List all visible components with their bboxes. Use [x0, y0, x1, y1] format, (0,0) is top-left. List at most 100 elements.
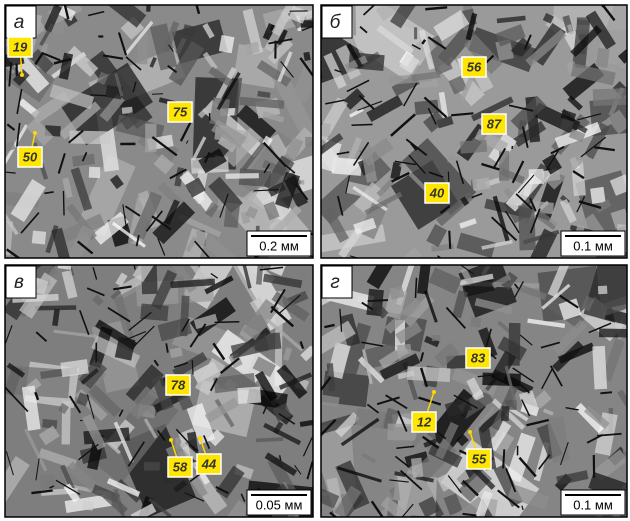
crack [167, 65, 178, 74]
panel-letter: б [330, 12, 342, 33]
crystal [344, 55, 368, 72]
crack [263, 163, 271, 174]
crystal [491, 274, 512, 289]
crack [278, 455, 282, 461]
crack [418, 396, 442, 406]
crack [521, 399, 531, 417]
crack [253, 189, 280, 192]
crack [294, 464, 302, 475]
crystal [256, 59, 292, 87]
crystal [262, 273, 303, 289]
crack [79, 419, 83, 422]
crystal [236, 104, 277, 142]
crack [459, 265, 474, 275]
crystal [117, 274, 146, 295]
crack [559, 294, 579, 309]
panel-letter: в [14, 272, 24, 293]
crack [306, 461, 313, 480]
crack [122, 331, 147, 342]
crystal [597, 285, 608, 295]
crack [153, 359, 159, 367]
crystal [545, 147, 589, 190]
crack [210, 272, 219, 279]
crystal [49, 84, 95, 110]
crystal [418, 29, 435, 70]
crystal [542, 153, 562, 175]
crystal [106, 478, 141, 498]
crystal [254, 370, 278, 402]
leader-dot [33, 131, 37, 135]
crack [540, 341, 561, 349]
crystal [321, 97, 348, 142]
crystal [162, 21, 180, 53]
crystal [113, 421, 134, 463]
crystal [267, 456, 297, 497]
crack [410, 142, 418, 151]
crack [145, 210, 163, 232]
crystal [507, 483, 550, 511]
crystal [436, 465, 470, 492]
crack [523, 34, 532, 50]
crystal [395, 265, 425, 306]
crack [324, 323, 335, 329]
crystal [255, 265, 264, 285]
crack [336, 151, 350, 155]
crack [339, 308, 343, 332]
crack [512, 367, 534, 383]
crystal [567, 95, 583, 111]
letter-box [5, 265, 37, 299]
crack [181, 318, 190, 332]
crack [81, 151, 88, 162]
crystal [414, 27, 418, 40]
crystal [321, 147, 343, 172]
crystal [211, 119, 247, 148]
panel-border [4, 4, 314, 259]
crack [541, 367, 554, 390]
crystal [140, 303, 169, 322]
crack [594, 146, 615, 152]
crack [538, 454, 551, 470]
crystal [267, 38, 294, 65]
crystal [546, 416, 570, 463]
crack [517, 174, 535, 194]
crystal [132, 191, 163, 240]
crack [76, 240, 94, 255]
crack [329, 511, 338, 517]
crystal [542, 12, 554, 24]
crack [86, 394, 95, 419]
crack [361, 341, 384, 347]
crystal [12, 68, 30, 86]
crystal [304, 136, 313, 148]
crystal [182, 445, 211, 485]
crystal [212, 67, 237, 108]
crystal [337, 466, 382, 483]
crystal [459, 139, 488, 154]
crack [427, 36, 447, 50]
label-box [167, 101, 193, 123]
crystal [172, 351, 208, 378]
crystal [349, 107, 364, 118]
crystal [389, 285, 405, 300]
crystal [345, 136, 363, 166]
micrograph-panel: г 83 12 55 0.1 мм [320, 264, 628, 518]
crystal [218, 34, 235, 54]
label-box [466, 448, 492, 470]
crystal [233, 463, 254, 480]
crack [53, 57, 72, 65]
crystal [191, 136, 207, 161]
crystal [60, 464, 78, 496]
crystal [209, 97, 231, 126]
crack [127, 441, 146, 467]
crystal [428, 267, 462, 295]
crystal [61, 270, 78, 299]
crack [370, 500, 384, 517]
crystal [592, 345, 608, 390]
crack [600, 391, 613, 395]
crack [151, 215, 172, 231]
crystal [53, 329, 97, 338]
crystal [80, 368, 99, 385]
crack [529, 208, 541, 234]
scale-label: 0.05 мм [256, 497, 303, 512]
crystal [378, 344, 409, 369]
crack [57, 153, 66, 174]
